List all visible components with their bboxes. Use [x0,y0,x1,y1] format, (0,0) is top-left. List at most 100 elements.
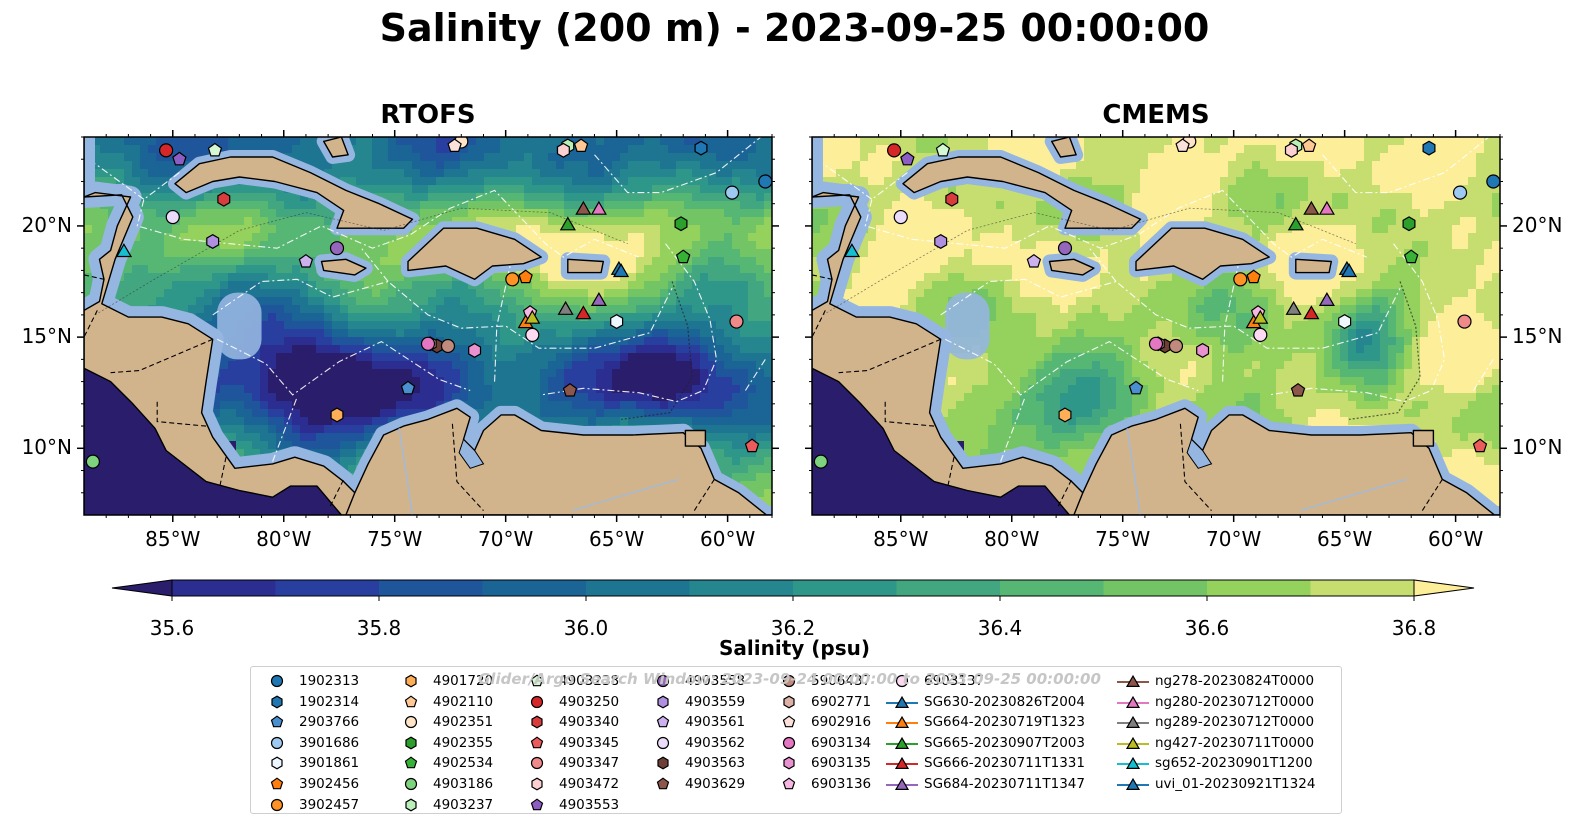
legend: 1902313 1902314 2903766 3901686 3901861 39024… [250,666,1342,814]
legend-label: SG664-20230719T1323 [924,714,1085,731]
land-bahamas [323,137,349,158]
platform-5906437 [440,338,456,354]
hexagon-marker-icon [271,756,283,770]
platform-4903250 [887,143,902,158]
platform-sg665-20230907t2003 [1287,216,1304,231]
circle-marker-icon [656,736,670,749]
circle-marker-icon [270,674,284,688]
legend-label: 4902355 [433,734,494,751]
pentagon-marker-icon [782,715,796,728]
colorbar-bin [1207,580,1311,596]
legend-label: 6903136 [811,776,872,792]
platform-3901861 [610,314,624,330]
hexagon-marker-icon [783,756,795,770]
platform-4902355 [674,216,688,232]
panel-title-cmems: CMEMS [1102,100,1210,130]
platform-4903238 [207,142,223,157]
platform-sg652-20230901t1200 [843,243,861,258]
land-hispaniola [407,227,542,280]
platform-4902110 [573,138,589,152]
land-central_america [84,137,356,515]
lon-tick-label: 75°W [367,527,423,551]
colorbar-bin [896,580,1001,596]
legend-label: SG666-20230711T1331 [924,755,1085,772]
triangle-marker-icon [1117,736,1149,749]
platform-sg665-20230907t2003 [559,216,576,231]
legend-label: 4903472 [559,776,620,792]
lat-tick-label-left: 15°N [21,324,72,349]
legend-label: 4903340 [559,714,620,731]
platform-4901720 [1058,407,1072,423]
legend-label: 3901686 [299,734,360,751]
platform-4903629 [1290,382,1306,397]
lon-tick-label: 75°W [1095,527,1151,551]
land-cuba [902,156,1142,229]
platform-ng280-20230712t0000 [590,200,607,215]
triangle-marker-icon [1117,716,1149,729]
pentagon-marker-icon [656,715,670,728]
colorbar-bin [379,580,483,596]
lon-tick-label: 70°W [478,527,534,551]
pentagon-marker-icon [530,674,544,687]
lon-tick-label: 85°W [145,527,201,551]
colorbar-tick-label: 36.6 [1184,616,1230,640]
triangle-marker-icon [886,757,918,770]
platform-4903250 [159,143,174,158]
platform-1902314 [1422,140,1436,156]
pentagon-marker-icon [656,777,670,790]
circle-marker-icon [404,777,418,791]
lon-tick-label: 80°W [984,527,1040,551]
platform-ng289-20230712t0000 [1285,300,1302,315]
map-cmems [805,130,1507,522]
circle-marker-icon [530,695,544,708]
legend-label: sg652-20230901T1200 [1155,755,1313,772]
hexagon-marker-icon [531,715,543,729]
platform-uvi_01-20230921t1324 [612,263,630,278]
colorbar-tick-label: 36.8 [1391,616,1437,640]
platform-5906437 [1168,338,1184,354]
hexagon-marker-icon [657,695,669,709]
platform-4903558 [329,241,345,256]
legend-label: 4903345 [559,734,620,751]
land-puerto_rico [567,258,604,274]
pentagon-marker-icon [270,777,284,790]
search-window-watermark: Glider/Argo Search Window: 2023-09-24 00… [478,670,1101,688]
colorbar-bin [172,580,276,596]
legend-label: 4903558 [685,673,746,689]
triangle-marker-icon [886,736,918,749]
lon-tick-label: 80°W [256,527,312,551]
platform-4902534 [1403,249,1419,264]
platform-ng278-20230824t0000 [575,200,592,215]
triangle-marker-icon [886,716,918,729]
platform-4903340 [945,191,959,207]
platform-6903134 [420,336,436,351]
circle-marker-icon [404,716,418,729]
colorbar-bin [1000,580,1104,596]
platform-1902313 [758,174,772,189]
legend-label: SG630-20230826T2004 [924,693,1085,710]
legend-label: 4903561 [685,714,746,731]
triangle-marker-icon [1117,695,1149,708]
lat-tick-label-right: 20°N [1512,212,1563,237]
colorbar-bin [586,580,690,596]
circle-marker-icon [656,674,670,688]
panel-title-rtofs: RTOFS [380,100,476,130]
platform-4903562 [165,209,180,225]
lat-tick-label-left: 10°N [21,435,72,460]
legend-label: 4903559 [685,693,746,710]
land-jamaica [320,258,367,276]
platform-4903561 [298,253,314,268]
platform-6903137 [525,327,540,342]
land-bahamas [1051,137,1077,158]
hexagon-marker-icon [405,736,417,750]
legend-label: 4903347 [559,755,620,772]
legend-label: 6903135 [811,755,872,772]
legend-label: 1902313 [299,673,360,689]
platform-4903559 [206,234,220,249]
pentagon-marker-icon [270,715,284,728]
platform-ng427-20230711t0000 [524,309,541,324]
land-sa_fill [1073,407,1500,515]
hexagon-marker-icon [405,674,417,688]
platform-3902456 [518,269,533,284]
platform-ng289-20230712t0000 [557,300,574,315]
